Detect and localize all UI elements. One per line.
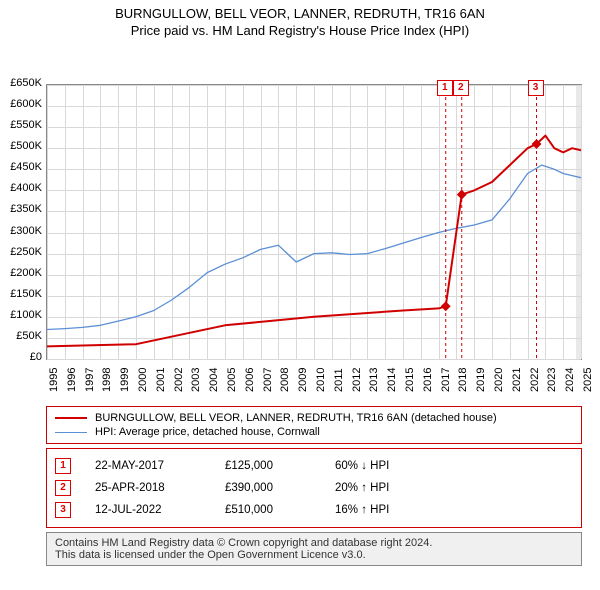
event-number: 3: [55, 502, 71, 518]
x-axis-label: 2019: [475, 362, 487, 392]
x-axis-label: 2003: [190, 362, 202, 392]
x-axis-label: 2018: [457, 362, 469, 392]
series-hpi: [47, 165, 581, 329]
y-axis-label: £500K: [0, 140, 42, 152]
x-axis-label: 2023: [546, 362, 558, 392]
x-axis-label: 2016: [422, 362, 434, 392]
y-axis-label: £400K: [0, 182, 42, 194]
x-axis-label: 2009: [297, 362, 309, 392]
x-axis-label: 2005: [226, 362, 238, 392]
x-axis-label: 2000: [137, 362, 149, 392]
x-axis-label: 2007: [262, 362, 274, 392]
x-axis-label: 2006: [244, 362, 256, 392]
legend-row: BURNGULLOW, BELL VEOR, LANNER, REDRUTH, …: [55, 411, 573, 425]
x-axis-label: 2004: [208, 362, 220, 392]
x-axis-label: 1998: [101, 362, 113, 392]
legend: BURNGULLOW, BELL VEOR, LANNER, REDRUTH, …: [46, 406, 582, 444]
event-number: 1: [55, 458, 71, 474]
legend-row: HPI: Average price, detached house, Corn…: [55, 425, 573, 439]
legend-swatch: [55, 417, 87, 419]
event-marker-box: 1: [437, 80, 453, 96]
x-axis-label: 2025: [582, 362, 594, 392]
event-pct: 60% ↓ HPI: [335, 460, 389, 472]
series-price_paid: [47, 136, 581, 347]
event-row: 1 22-MAY-2017£125,00060% ↓ HPI: [55, 455, 573, 477]
attribution-line: This data is licensed under the Open Gov…: [55, 549, 573, 561]
gridline-h: [47, 359, 581, 360]
attribution-line: Contains HM Land Registry data © Crown c…: [55, 537, 573, 549]
y-axis-label: £250K: [0, 246, 42, 258]
x-axis-label: 1996: [66, 362, 78, 392]
y-axis-label: £150K: [0, 288, 42, 300]
event-date: 12-JUL-2022: [95, 504, 225, 516]
event-row: 2 25-APR-2018£390,00020% ↑ HPI: [55, 477, 573, 499]
x-axis-label: 2021: [511, 362, 523, 392]
plot-area: [46, 84, 582, 360]
x-axis-label: 2020: [493, 362, 505, 392]
y-axis-label: £200K: [0, 267, 42, 279]
event-number: 2: [55, 480, 71, 496]
chart-svg: [47, 85, 581, 359]
y-axis-label: £300K: [0, 225, 42, 237]
event-row: 3 12-JUL-2022£510,00016% ↑ HPI: [55, 499, 573, 521]
chart-container: BURNGULLOW, BELL VEOR, LANNER, REDRUTH, …: [0, 0, 600, 566]
x-axis-label: 2002: [173, 362, 185, 392]
y-axis-label: £450K: [0, 161, 42, 173]
y-axis-label: £550K: [0, 119, 42, 131]
events-table: 1 22-MAY-2017£125,00060% ↓ HPI 2 25-APR-201…: [46, 448, 582, 528]
event-price: £125,000: [225, 460, 335, 472]
legend-label: HPI: Average price, detached house, Corn…: [95, 426, 320, 438]
x-axis-label: 1999: [119, 362, 131, 392]
attribution: Contains HM Land Registry data © Crown c…: [46, 532, 582, 566]
y-axis-label: £650K: [0, 77, 42, 89]
x-axis-label: 1997: [84, 362, 96, 392]
x-axis-label: 2012: [351, 362, 363, 392]
event-date: 22-MAY-2017: [95, 460, 225, 472]
y-axis-label: £100K: [0, 309, 42, 321]
x-axis-label: 2014: [386, 362, 398, 392]
y-axis-label: £50K: [0, 330, 42, 342]
event-price: £390,000: [225, 482, 335, 494]
event-marker-box: 3: [528, 80, 544, 96]
legend-label: BURNGULLOW, BELL VEOR, LANNER, REDRUTH, …: [95, 412, 497, 424]
chart-title: BURNGULLOW, BELL VEOR, LANNER, REDRUTH, …: [0, 6, 600, 21]
x-axis-label: 2011: [333, 362, 345, 392]
titles: BURNGULLOW, BELL VEOR, LANNER, REDRUTH, …: [0, 0, 600, 40]
y-axis-label: £0: [0, 351, 42, 363]
y-axis-label: £600K: [0, 98, 42, 110]
x-axis-label: 2024: [564, 362, 576, 392]
x-axis-label: 1995: [48, 362, 60, 392]
x-axis-label: 2013: [368, 362, 380, 392]
event-marker-box: 2: [453, 80, 469, 96]
chart-area: £0 £50K £100K £150K £200K £250K £300K £350K £400…: [0, 40, 600, 400]
x-axis-label: 2017: [440, 362, 452, 392]
gridline-v: [581, 85, 582, 359]
x-axis-label: 2001: [155, 362, 167, 392]
event-pct: 20% ↑ HPI: [335, 482, 389, 494]
event-pct: 16% ↑ HPI: [335, 504, 389, 516]
y-axis-label: £350K: [0, 203, 42, 215]
event-date: 25-APR-2018: [95, 482, 225, 494]
x-axis-label: 2022: [529, 362, 541, 392]
legend-swatch: [55, 432, 87, 433]
chart-subtitle: Price paid vs. HM Land Registry's House …: [0, 23, 600, 38]
x-axis-label: 2008: [279, 362, 291, 392]
event-price: £510,000: [225, 504, 335, 516]
x-axis-label: 2015: [404, 362, 416, 392]
x-axis-label: 2010: [315, 362, 327, 392]
